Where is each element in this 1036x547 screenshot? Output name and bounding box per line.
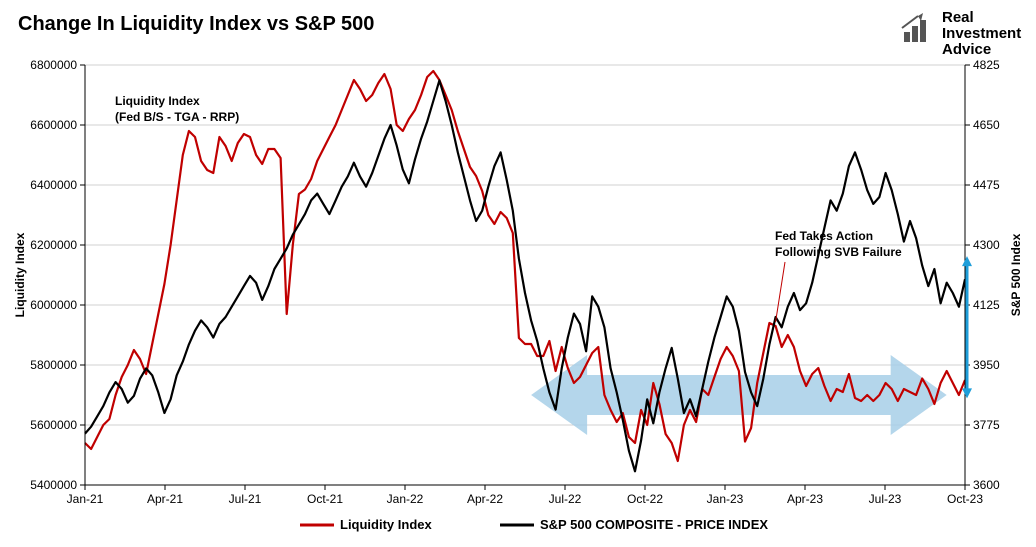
y-left-tick: 6800000 [30, 58, 77, 72]
y-right-tick: 4125 [973, 298, 1000, 312]
legend-label-sp500: S&P 500 COMPOSITE - PRICE INDEX [540, 517, 768, 532]
svb-note-sub: Following SVB Failure [775, 245, 902, 259]
y-right-tick: 3950 [973, 358, 1000, 372]
y-right-tick: 3775 [973, 418, 1000, 432]
svg-text:Investment: Investment [942, 25, 1021, 42]
svg-text:Real: Real [942, 9, 974, 26]
y-left-tick: 6000000 [30, 298, 77, 312]
y-left-tick: 5600000 [30, 418, 77, 432]
x-tick: Jan-23 [707, 492, 744, 506]
x-tick: Jan-21 [67, 492, 104, 506]
x-tick: Jan-22 [387, 492, 424, 506]
y-left-tick: 5800000 [30, 358, 77, 372]
y-right-tick: 3600 [973, 478, 1000, 492]
y-left-tick: 6200000 [30, 238, 77, 252]
y-right-tick: 4300 [973, 238, 1000, 252]
svg-text:Advice: Advice [942, 41, 991, 58]
y-right-tick: 4650 [973, 118, 1000, 132]
liquidity-note-sub: (Fed B/S - TGA - RRP) [115, 110, 239, 124]
x-tick: Jul-23 [869, 492, 902, 506]
y-left-tick: 6600000 [30, 118, 77, 132]
liquidity-note: Liquidity Index [115, 94, 200, 108]
x-tick: Jul-21 [229, 492, 262, 506]
x-tick: Apr-21 [147, 492, 183, 506]
y-right-tick: 4825 [973, 58, 1000, 72]
legend-label-liquidity: Liquidity Index [340, 517, 432, 532]
x-tick: Oct-21 [307, 492, 343, 506]
y-left-label: Liquidity Index [13, 232, 27, 317]
y-left-tick: 5400000 [30, 478, 77, 492]
chart-container: { "title": "Change In Liquidity Index vs… [0, 0, 1036, 547]
x-tick: Apr-22 [467, 492, 503, 506]
y-right-tick: 4475 [973, 178, 1000, 192]
y-right-label: S&P 500 Index [1009, 233, 1023, 316]
x-tick: Apr-23 [787, 492, 823, 506]
y-left-tick: 6400000 [30, 178, 77, 192]
x-tick: Oct-22 [627, 492, 663, 506]
chart-title: Change In Liquidity Index vs S&P 500 [18, 13, 374, 35]
chart-svg: Change In Liquidity Index vs S&P 500 Real… [0, 0, 1036, 547]
x-tick: Oct-23 [947, 492, 983, 506]
svb-note: Fed Takes Action [775, 229, 873, 243]
x-tick: Jul-22 [549, 492, 582, 506]
